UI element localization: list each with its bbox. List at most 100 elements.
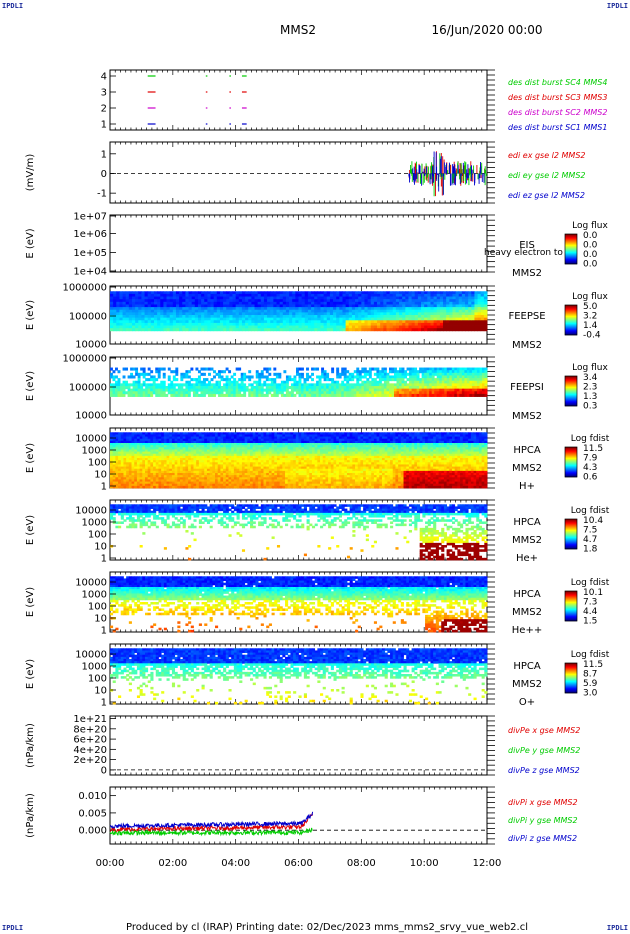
- spectrogram-cells: [110, 648, 488, 705]
- colorbar: [564, 375, 578, 407]
- colorbar-tick-label: 11.5: [583, 660, 603, 670]
- spacecraft-label: MMS2: [512, 607, 542, 618]
- divpi-panel-frame: [109, 786, 488, 845]
- y-axis-label: E (eV): [25, 443, 36, 473]
- colorbar-tick-label: 3.4: [583, 373, 598, 383]
- ytick-label: 2: [101, 104, 107, 115]
- divpe-panel-right-ticks: [487, 715, 495, 776]
- colorbar-tick-label: 3.2: [583, 312, 597, 322]
- y-axis-label: E (eV): [25, 659, 36, 689]
- species-label: He++: [512, 625, 542, 636]
- divpe-panel-frame: [109, 715, 488, 776]
- colorbar-title: Log fdist: [571, 578, 610, 588]
- eis-panel-right-ticks: [487, 214, 495, 273]
- divpi-series-0: [109, 812, 314, 834]
- ytick-label: 1: [101, 149, 107, 160]
- spectrogram-cells: [110, 367, 488, 397]
- colorbar-tick-label: 1.8: [583, 545, 598, 555]
- colorbar-title: Log flux: [572, 363, 608, 373]
- colorbar-tick-label: 7.5: [583, 526, 597, 536]
- spacecraft-label: MMS2: [512, 340, 542, 351]
- colorbar-tick-label: -0.4: [583, 331, 601, 341]
- ytick-label: 100: [88, 458, 107, 469]
- legend-entry: des dist burst SC2 MMS2: [508, 108, 607, 117]
- colorbar: [564, 304, 578, 336]
- colorbar: [564, 590, 578, 622]
- instrument-label: FEEPSI: [510, 382, 544, 393]
- ytick-label: 1: [101, 626, 107, 637]
- hpca_hepp-panel-right-ticks: [487, 571, 495, 633]
- edi-panel-right-ticks: [487, 141, 495, 204]
- ytick-label: 100: [88, 602, 107, 613]
- legend-entry: divPe z gse MMS2: [508, 766, 580, 775]
- overlay-text: heavy electron to: [484, 248, 563, 258]
- colorbar-tick-label: 0.6: [583, 473, 598, 483]
- y-axis-label: (nPa/km): [25, 723, 36, 768]
- ytick-label: 1e+05: [73, 248, 107, 259]
- species-label: He+: [516, 553, 538, 564]
- colorbar-tick-label: 0.0: [583, 241, 598, 251]
- spacecraft-label: MMS2: [512, 411, 542, 422]
- colorbar-tick-label: 7.3: [583, 598, 597, 608]
- feepsi-panel-minor-ticks: [109, 357, 488, 415]
- colorbar-tick-label: 7.9: [583, 454, 598, 464]
- ytick-label: 3: [101, 88, 107, 99]
- ytick-label: 1000: [82, 446, 107, 457]
- corner-mark-top-left: IPDLI: [2, 2, 24, 10]
- corner-mark-bottom-right: IPDLI: [606, 924, 628, 932]
- instrument-label: FEEPSE: [508, 311, 545, 322]
- legend-entry: edi ey gse l2 MMS2: [508, 171, 586, 180]
- xtick-label: 00:00: [96, 858, 125, 869]
- ytick-label: 1e+07: [73, 212, 107, 223]
- colorbar-tick-label: 11.5: [583, 444, 603, 454]
- legend-entry: divPe x gse MMS2: [508, 726, 580, 735]
- instrument-label: HPCA: [513, 589, 541, 600]
- legend-entry: divPi x gse MMS2: [508, 798, 578, 807]
- ytick-label: 10: [94, 614, 107, 625]
- ytick-label: 0: [101, 765, 107, 776]
- instrument-label: HPCA: [513, 445, 541, 456]
- instrument-label: HPCA: [513, 517, 541, 528]
- ytick-label: 0: [101, 169, 107, 180]
- ytick-label: 1000000: [62, 283, 107, 294]
- ytick-label: 1000000: [62, 354, 107, 365]
- colorbar-tick-label: 0.0: [583, 250, 598, 260]
- hpca_o-panel-right-ticks: [487, 643, 495, 705]
- burst-panel-right-ticks: [487, 69, 495, 131]
- ytick-label: 2e+20: [73, 755, 107, 766]
- instrument-label: HPCA: [513, 661, 541, 672]
- hpca_h-panel-right-ticks: [487, 427, 495, 489]
- burst-panel-minor-ticks: [109, 70, 488, 130]
- ytick-label: 10: [94, 470, 107, 481]
- feepse-panel-right-ticks: [487, 285, 495, 345]
- divpe-panel-minor-ticks: [109, 716, 488, 775]
- spacecraft-label: MMS2: [512, 268, 542, 279]
- ytick-label: 100: [88, 674, 107, 685]
- ytick-label: 10000: [75, 506, 107, 517]
- legend-entry: edi ex gse l2 MMS2: [508, 151, 586, 160]
- corner-mark-top-right: IPDLI: [606, 2, 628, 10]
- hpca_he-panel-right-ticks: [487, 499, 495, 561]
- legend-entry: des dist burst SC4 MMS4: [508, 78, 607, 87]
- mission-title: MMS2: [280, 23, 316, 37]
- ytick-label: 10000: [75, 340, 107, 351]
- colorbar-title: Log fdist: [571, 434, 610, 444]
- y-axis-label: E (eV): [25, 300, 36, 330]
- colorbar-tick-label: 10.4: [583, 516, 603, 526]
- y-axis-label: (nPa/km): [25, 793, 36, 838]
- colorbar-title: Log flux: [572, 221, 608, 231]
- colorbar-tick-label: 5.0: [583, 302, 598, 312]
- ytick-label: 10000: [75, 650, 107, 661]
- ytick-label: 4: [101, 72, 107, 83]
- y-axis-label: (mV/m): [25, 154, 36, 192]
- ytick-label: 10000: [75, 578, 107, 589]
- colorbar: [564, 518, 578, 550]
- legend-entry: divPi z gse MMS2: [508, 834, 577, 843]
- colorbar-title: Log flux: [572, 292, 608, 302]
- xtick-label: 06:00: [284, 858, 313, 869]
- xtick-label: 10:00: [410, 858, 439, 869]
- xtick-label: 12:00: [473, 858, 502, 869]
- legend-entry: edi ez gse l2 MMS2: [508, 191, 585, 200]
- y-axis-label: E (eV): [25, 371, 36, 401]
- colorbar-title: Log fdist: [571, 506, 610, 516]
